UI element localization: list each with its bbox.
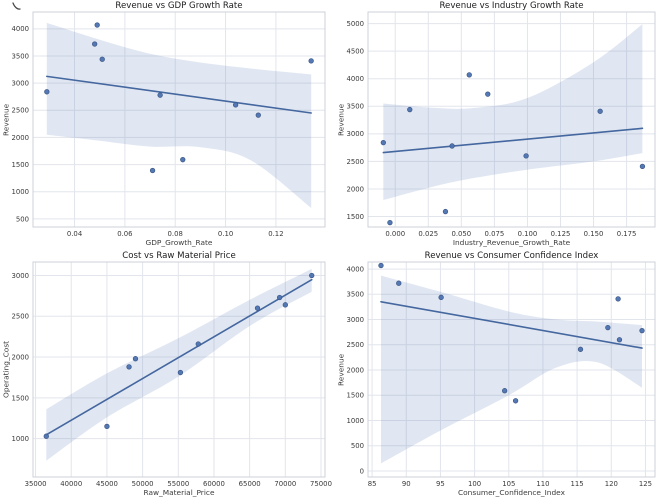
plot-area: 0.04 0.06 0.08 0.10 0.12 500 1000 1500 2000 2500 3…	[11, 11, 326, 238]
svg-text:3500: 3500	[346, 103, 364, 111]
svg-text:100: 100	[468, 480, 481, 488]
svg-text:120: 120	[605, 480, 618, 488]
subplot-revenue-vs-consumer-confidence-index: Revenue vs Consumer Confidence Index Rev…	[335, 250, 669, 500]
svg-text:115: 115	[571, 480, 584, 488]
svg-text:0.100: 0.100	[518, 230, 538, 238]
svg-text:60000: 60000	[203, 480, 225, 488]
svg-text:1000: 1000	[346, 417, 364, 425]
chart-title: Revenue vs Consumer Confidence Index	[424, 251, 599, 261]
svg-text:2000: 2000	[11, 353, 29, 361]
svg-text:3500: 3500	[11, 52, 29, 60]
svg-text:1500: 1500	[346, 213, 364, 221]
svg-text:4000: 4000	[346, 265, 364, 273]
svg-text:4000: 4000	[346, 75, 364, 83]
svg-text:85: 85	[368, 480, 377, 488]
svg-text:4000: 4000	[11, 25, 29, 33]
x-axis-label: GDP_Growth_Rate	[145, 238, 213, 247]
svg-text:40000: 40000	[60, 480, 82, 488]
svg-text:5000: 5000	[346, 20, 364, 28]
svg-text:0.12: 0.12	[268, 230, 283, 238]
svg-text:1500: 1500	[11, 394, 29, 402]
plot-area: 85 90 95 100 105 110 115 120 125 0 500 1000 1500 2000…	[346, 261, 656, 488]
svg-text:0.04: 0.04	[67, 230, 82, 238]
x-axis-label: Industry_Revenue_Growth_Rate	[452, 238, 571, 247]
svg-text:125: 125	[639, 480, 652, 488]
chart-title: Revenue vs Industry Growth Rate	[439, 1, 584, 11]
svg-text:50000: 50000	[132, 480, 154, 488]
svg-text:3000: 3000	[346, 130, 364, 138]
svg-text:0.000: 0.000	[385, 230, 405, 238]
svg-text:90: 90	[402, 480, 411, 488]
svg-text:110: 110	[536, 480, 549, 488]
svg-text:2000: 2000	[346, 366, 364, 374]
svg-text:1500: 1500	[11, 161, 29, 169]
svg-text:1500: 1500	[346, 392, 364, 400]
plot-area: 0.000 0.025 0.050 0.075 0.100 0.125 0.150 0.175…	[346, 11, 656, 238]
svg-text:3000: 3000	[11, 272, 29, 280]
svg-text:75000: 75000	[310, 480, 332, 488]
chart-title: Cost vs Raw Material Price	[122, 251, 236, 261]
svg-text:105: 105	[502, 480, 515, 488]
svg-text:3500: 3500	[346, 291, 364, 299]
x-axis-label: Consumer_Confidence_Index	[458, 488, 565, 497]
svg-text:3000: 3000	[11, 80, 29, 88]
svg-text:4500: 4500	[346, 48, 364, 56]
svg-text:0.06: 0.06	[117, 230, 132, 238]
svg-text:0.050: 0.050	[451, 230, 471, 238]
svg-text:55000: 55000	[167, 480, 189, 488]
x-axis-label: Raw_Material_Price	[143, 488, 215, 497]
svg-text:45000: 45000	[96, 480, 118, 488]
svg-text:70000: 70000	[274, 480, 296, 488]
svg-text:2500: 2500	[346, 158, 364, 166]
svg-text:2500: 2500	[11, 107, 29, 115]
svg-text:0.08: 0.08	[168, 230, 183, 238]
svg-text:3000: 3000	[346, 316, 364, 324]
svg-text:65000: 65000	[239, 480, 261, 488]
svg-text:95: 95	[436, 480, 445, 488]
svg-text:0: 0	[360, 467, 364, 475]
svg-text:35000: 35000	[25, 480, 47, 488]
svg-text:1000: 1000	[11, 435, 29, 443]
svg-text:2500: 2500	[11, 313, 29, 321]
svg-text:0.10: 0.10	[218, 230, 233, 238]
svg-text:500: 500	[16, 215, 29, 223]
svg-text:1000: 1000	[11, 188, 29, 196]
svg-text:0.025: 0.025	[418, 230, 438, 238]
svg-text:0.125: 0.125	[551, 230, 571, 238]
svg-text:0.175: 0.175	[617, 230, 637, 238]
svg-text:500: 500	[351, 442, 364, 450]
subplot-revenue-vs-industry-growth-rate: Revenue vs Industry Growth Rate Revenue …	[335, 0, 669, 250]
svg-text:0.150: 0.150	[584, 230, 604, 238]
subplot-revenue-vs-gdp-growth-rate: Revenue vs GDP Growth Rate Revenue GDP_G…	[0, 0, 335, 250]
subplot-cost-vs-raw-material-price: Cost vs Raw Material Price Operating_Cos…	[0, 250, 335, 500]
svg-text:0.075: 0.075	[485, 230, 505, 238]
svg-text:2000: 2000	[11, 134, 29, 142]
svg-text:2000: 2000	[346, 185, 364, 193]
svg-text:2500: 2500	[346, 341, 364, 349]
stray-mark	[12, 2, 21, 10]
chart-title: Revenue vs GDP Growth Rate	[115, 1, 243, 11]
plot-area: 35000 40000 45000 50000 55000 60000 65000 70000…	[11, 261, 332, 488]
